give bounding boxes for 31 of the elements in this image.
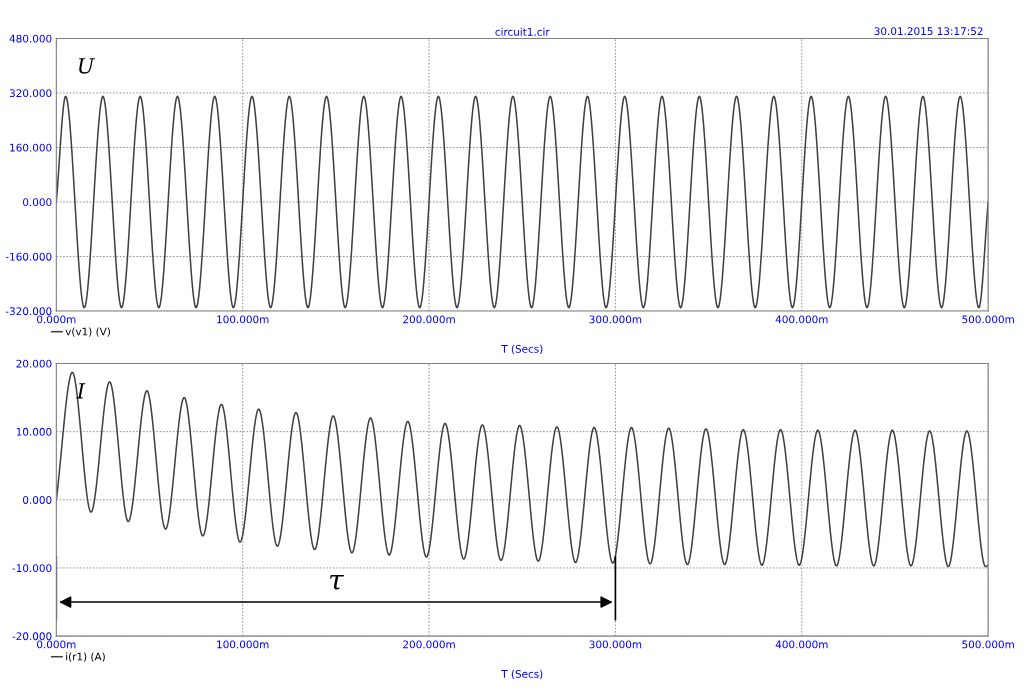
y-tick-label: -20.000 xyxy=(12,632,52,641)
y-tick-label: -10.000 xyxy=(12,564,52,573)
y-tick-label: 10.000 xyxy=(16,427,52,436)
y-tick-label: 160.000 xyxy=(10,143,52,152)
x-axis-title: T (Secs) xyxy=(501,669,543,680)
y-tick-label: -320.000 xyxy=(5,307,52,316)
x-tick-label: 200.000m xyxy=(403,315,455,324)
y-tick-label: 480.000 xyxy=(9,34,52,43)
y-tick-label: 320.000 xyxy=(9,89,52,98)
x-tick-label: 400.000m xyxy=(775,640,828,649)
y-axis-title: U xyxy=(79,58,95,74)
x-tick-label: 300.000m xyxy=(589,640,642,649)
x-tick-label: 500.000m xyxy=(962,315,1014,324)
x-axis-title: T (Secs) xyxy=(501,344,543,355)
legend-label: i(r1) (A) xyxy=(66,652,105,662)
x-tick-label: 200.000m xyxy=(403,640,455,649)
x-tick-label: 0.000m xyxy=(37,640,76,649)
x-tick-label: 500.000m xyxy=(962,640,1014,649)
x-tick-label: 100.000m xyxy=(217,315,269,324)
text: 30.01.2015 13:17:52 xyxy=(874,27,983,36)
y-tick-label: 20.000 xyxy=(16,359,52,368)
x-tick-label: 300.000m xyxy=(589,315,642,324)
y-tick-label: 0.000 xyxy=(23,198,52,207)
x-tick-label: 400.000m xyxy=(775,315,828,324)
chart-title: circuit1.cir xyxy=(495,27,550,36)
y-tick-label: -160.000 xyxy=(5,252,52,261)
annotation: τ xyxy=(330,575,344,590)
y-tick-label: 0.000 xyxy=(23,496,52,504)
legend-label: v(v1) (V) xyxy=(65,327,110,337)
x-tick-label: 0.000m xyxy=(37,315,76,324)
x-tick-label: 100.000m xyxy=(217,640,269,649)
